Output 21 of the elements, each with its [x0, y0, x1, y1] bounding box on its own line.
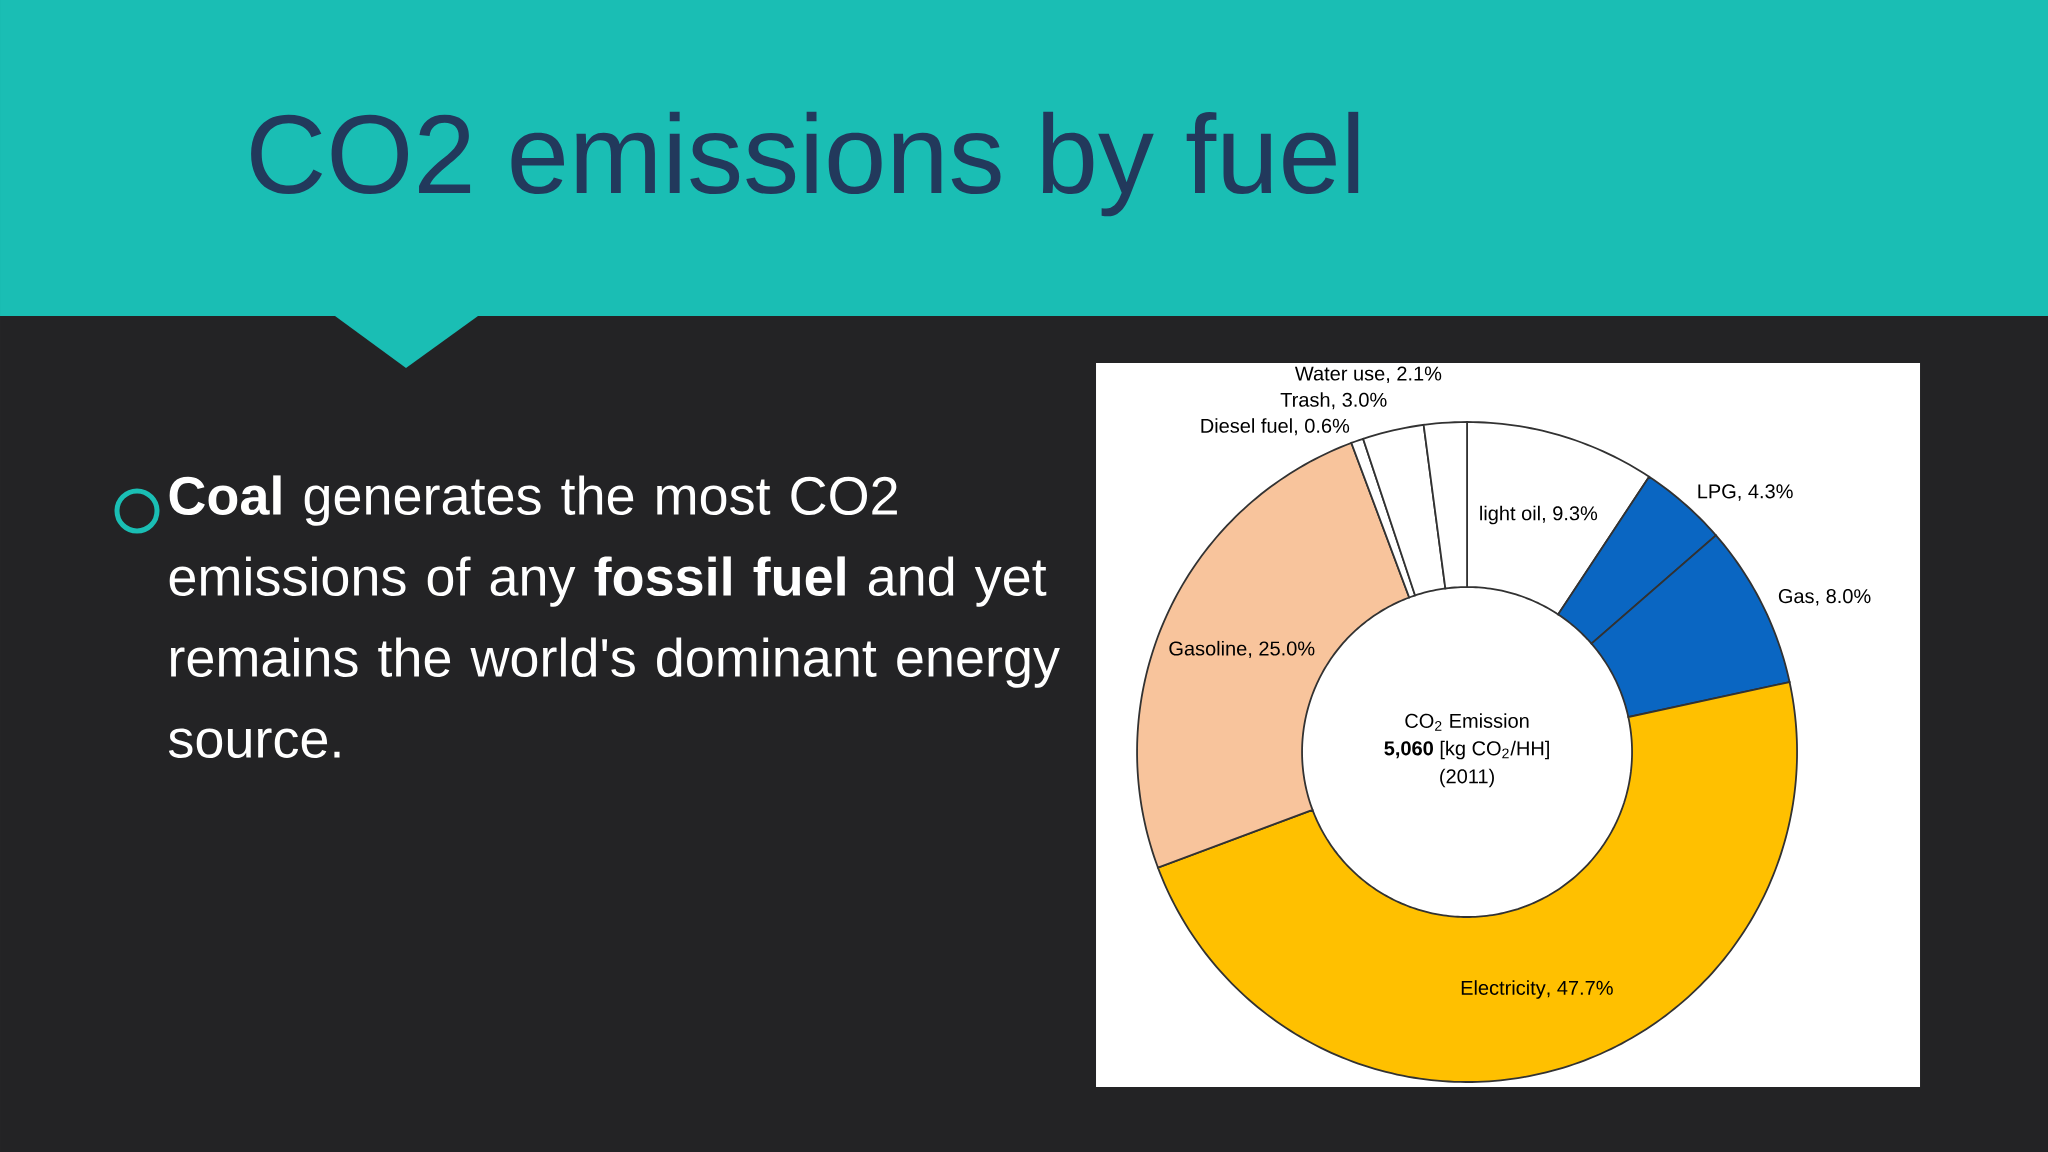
- data-label: , 2.1%: [1387, 366, 1442, 383]
- slice-label: LPG: [1698, 484, 1736, 499]
- slice-label: Electricity: [1461, 980, 1546, 999]
- data-label: , 25.0%: [1249, 641, 1315, 658]
- text: Coal generates the most CO2 emissions of any fossil fuel and yet remains the world's dominant energy source.: [168, 475, 1060, 759]
- slice-label: Diesel fuel: [1201, 418, 1292, 433]
- text: CO$_{2}$ Emission: [1405, 713, 1529, 731]
- slice-label: Water use: [1294, 366, 1385, 381]
- slice-label: light oil: [1480, 505, 1540, 525]
- data-label: , 8.0%: [1816, 589, 1871, 606]
- data-label: , 0.6%: [1294, 418, 1350, 436]
- chart-title: CO2 emissions by fuel: [251, 111, 1359, 217]
- data-label: , 3.0%: [1332, 392, 1387, 410]
- text: 5,060 [kg CO$_{2}$/HH]: [1384, 740, 1549, 760]
- data-label: , 47.7%: [1547, 980, 1613, 998]
- slice-label: Trash: [1280, 392, 1330, 407]
- text: (2011): [1440, 768, 1494, 788]
- data-label: , 4.3%: [1738, 484, 1793, 501]
- data-label: , 9.3%: [1542, 506, 1598, 523]
- slice-label: Gas: [1778, 589, 1814, 604]
- slice-label: Gasoline: [1169, 640, 1247, 656]
